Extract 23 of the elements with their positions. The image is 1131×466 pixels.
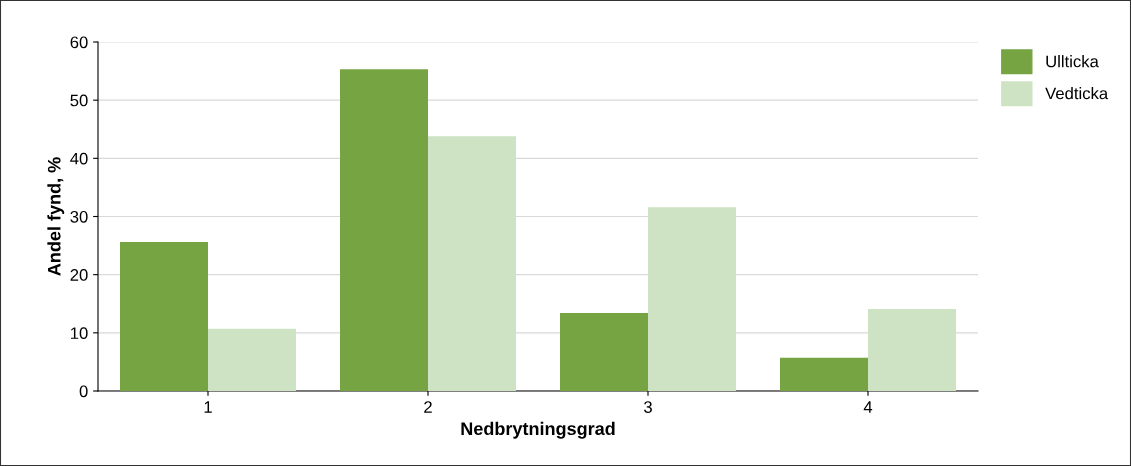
y-tick-label: 30 bbox=[70, 210, 88, 223]
bar bbox=[120, 242, 208, 391]
y-axis-title: Andel fynd, % bbox=[47, 157, 65, 276]
bar bbox=[560, 313, 648, 391]
x-axis-title: Nedbrytningsgrad bbox=[461, 421, 615, 439]
x-tick-label: 2 bbox=[424, 401, 432, 413]
y-tick-label: 60 bbox=[70, 36, 88, 49]
bar bbox=[340, 69, 428, 391]
bar bbox=[868, 308, 956, 391]
y-tick-label: 20 bbox=[70, 269, 88, 281]
x-tick-label: 1 bbox=[204, 401, 212, 413]
y-tick-label: 10 bbox=[71, 327, 88, 340]
y-tick-label: 50 bbox=[70, 94, 88, 107]
y-tick-label: 0 bbox=[79, 385, 88, 398]
legend-label: Ullticka bbox=[1046, 55, 1099, 68]
bar bbox=[648, 207, 736, 391]
bar bbox=[428, 136, 516, 391]
x-tick-label: 3 bbox=[644, 401, 652, 413]
legend-label: Vedticka bbox=[1045, 87, 1109, 100]
x-tick-label: 4 bbox=[863, 401, 873, 413]
y-tick-label: 40 bbox=[70, 152, 88, 165]
bar bbox=[780, 357, 868, 391]
bar bbox=[208, 328, 296, 391]
